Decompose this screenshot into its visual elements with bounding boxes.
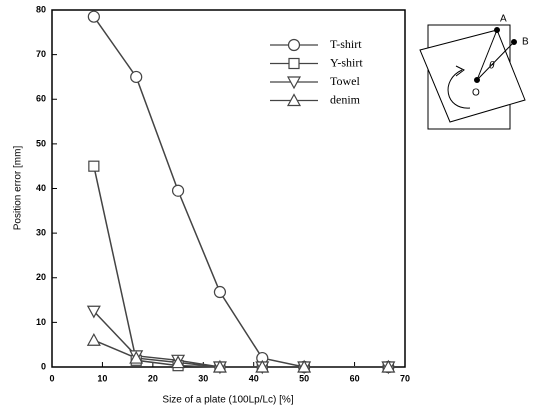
y-tick-label: 20 xyxy=(36,272,46,282)
legend-label: Y-shirt xyxy=(330,55,363,69)
x-tick-label: 60 xyxy=(350,373,360,383)
data-point xyxy=(86,332,101,346)
data-point xyxy=(130,70,143,84)
line-ob xyxy=(476,41,515,81)
data-point xyxy=(213,285,227,299)
y-tick-label: 0 xyxy=(41,361,46,371)
label-b: B xyxy=(522,37,529,48)
data-point xyxy=(86,305,101,319)
data-point xyxy=(129,350,144,364)
x-tick-label: 40 xyxy=(249,373,259,383)
point-a xyxy=(494,27,500,33)
y-tick-label: 60 xyxy=(36,94,46,104)
y-tick-label: 80 xyxy=(36,4,46,14)
y-tick-label: 10 xyxy=(36,317,46,327)
line-oa xyxy=(476,29,498,81)
legend-marker xyxy=(286,76,302,90)
x-tick-label: 30 xyxy=(198,373,208,383)
label-o: O xyxy=(472,88,480,99)
data-point xyxy=(171,355,186,369)
label-theta: θ xyxy=(489,61,495,72)
legend-marker xyxy=(286,93,302,107)
inset-cloth xyxy=(419,29,526,123)
y-tick-label: 50 xyxy=(36,138,46,148)
legend-marker xyxy=(288,57,300,70)
label-a: A xyxy=(500,14,507,25)
rotation-arrow xyxy=(447,69,471,109)
legend-label: Towel xyxy=(330,74,360,88)
legend-label: denim xyxy=(330,92,361,106)
y-tick-label: 70 xyxy=(36,49,46,59)
data-point xyxy=(171,184,185,197)
data-point xyxy=(88,160,100,172)
x-tick-label: 10 xyxy=(97,373,107,383)
x-axis-label: Size of a plate (100Lp/Lc) [%] xyxy=(162,395,293,406)
legend-marker xyxy=(287,38,301,52)
arrow-head xyxy=(455,65,465,77)
x-tick-label: 70 xyxy=(400,373,410,383)
y-tick-label: 30 xyxy=(36,228,46,238)
data-point xyxy=(87,10,100,23)
inset-diagram xyxy=(419,24,526,130)
series-line xyxy=(93,166,389,368)
data-point xyxy=(255,359,270,373)
data-point xyxy=(297,359,312,373)
data-point xyxy=(212,359,227,373)
data-point xyxy=(381,359,396,373)
y-axis-label: Position error [mm] xyxy=(13,146,24,231)
legend-label: T-shirt xyxy=(330,37,362,51)
y-tick-label: 40 xyxy=(36,183,46,193)
point-b xyxy=(511,39,517,45)
point-o xyxy=(474,77,480,83)
x-tick-label: 50 xyxy=(299,373,309,383)
x-tick-label: 20 xyxy=(148,373,158,383)
x-tick-label: 0 xyxy=(49,373,54,383)
